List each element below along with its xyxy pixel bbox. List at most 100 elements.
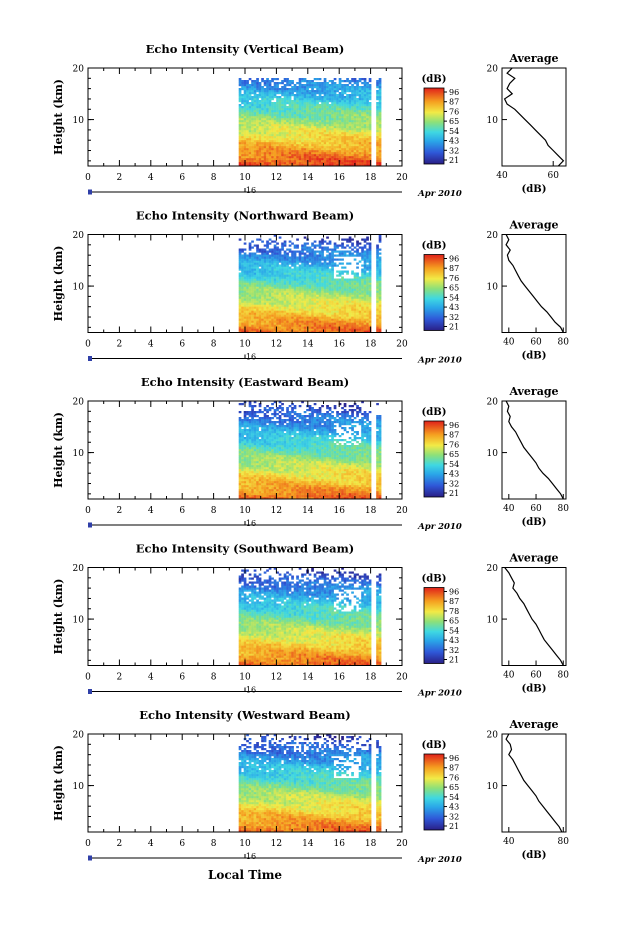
heatmap-cell <box>276 284 279 287</box>
heatmap-cell <box>241 278 244 281</box>
heatmap-cell <box>333 248 337 251</box>
heatmap-cell <box>363 98 367 101</box>
heatmap-cell <box>281 306 284 309</box>
heatmap-cell <box>336 106 339 109</box>
heatmap-cell <box>246 310 249 313</box>
heatmap-cell <box>261 290 264 293</box>
heatmap-cell <box>258 162 262 165</box>
heatmap-cell <box>291 276 294 279</box>
heatmap-cell <box>361 296 364 299</box>
heatmap-cell <box>246 146 249 149</box>
heatmap-cell <box>328 98 332 101</box>
heatmap-cell <box>348 154 352 157</box>
heatmap-cell <box>353 288 357 291</box>
heatmap-cell <box>323 304 327 307</box>
heatmap-cell <box>348 310 352 313</box>
heatmap-cell <box>258 156 262 159</box>
heatmap-cell <box>283 302 287 305</box>
heatmap-cell <box>351 138 354 141</box>
heatmap-cell <box>273 318 277 321</box>
heatmap-cell <box>331 154 334 157</box>
heatmap-cell <box>336 250 339 253</box>
heatmap-cell <box>311 296 314 299</box>
heatmap-cell <box>348 106 352 109</box>
heatmap-cell <box>353 322 357 325</box>
heatmap-cell <box>298 156 302 159</box>
heatmap-cell <box>311 302 314 305</box>
heatmap-cell <box>293 84 297 87</box>
heatmap-cell <box>368 278 372 281</box>
heatmap-cell <box>321 146 324 149</box>
heatmap-cell <box>263 130 267 133</box>
heatmap-cell <box>358 88 362 91</box>
heatmap-cell <box>316 296 319 299</box>
heatmap-cell <box>368 144 372 147</box>
heatmap-cell <box>346 280 349 283</box>
heatmap-cell <box>256 294 259 297</box>
heatmap-cell <box>278 88 282 91</box>
heatmap-cell <box>261 256 264 259</box>
heatmap-cell <box>338 86 342 89</box>
heatmap-cell <box>358 150 362 153</box>
heatmap-cell <box>271 92 274 95</box>
heatmap-cell <box>338 250 342 253</box>
heatmap-cell <box>361 326 364 329</box>
heatmap-cell <box>301 98 304 101</box>
heatmap-cell <box>326 266 329 269</box>
heatmap-cell <box>318 282 322 285</box>
heatmap-cell <box>273 284 277 287</box>
heatmap-cell <box>261 278 264 281</box>
heatmap-cell <box>316 156 319 159</box>
heatmap-cell <box>353 108 357 111</box>
heatmap-cell <box>353 126 357 129</box>
heatmap-cell <box>333 98 337 101</box>
heatmap-cell <box>306 100 309 103</box>
heatmap-cell <box>366 280 369 283</box>
heatmap-cell <box>341 154 344 157</box>
heatmap-cell <box>283 314 287 317</box>
colorbar-tick-label: 87 <box>449 264 459 273</box>
heatmap-cell <box>361 162 364 165</box>
heatmap-cell <box>326 298 329 301</box>
heatmap-cell <box>246 457 249 460</box>
heatmap-cell <box>243 300 247 303</box>
heatmap-cell <box>273 326 277 329</box>
heatmap-cell <box>313 148 317 151</box>
heatmap-cell <box>241 324 244 327</box>
heatmap-cell <box>353 286 357 289</box>
heatmap-cell <box>261 124 264 127</box>
heatmap-cell <box>368 86 372 89</box>
colorbar-tick-label: 76 <box>449 274 459 283</box>
heatmap-cell <box>301 292 304 295</box>
heatmap-cell <box>363 138 367 141</box>
heatmap-cell <box>311 268 314 271</box>
heatmap-cell <box>293 100 297 103</box>
heatmap-cell <box>368 96 372 99</box>
heatmap-cell <box>353 114 357 117</box>
heatmap-cell <box>243 282 247 285</box>
heatmap-cell <box>348 130 352 133</box>
heatmap-cell <box>256 328 259 331</box>
heatmap-cell <box>278 284 282 287</box>
heatmap-cell <box>328 142 332 145</box>
heatmap-cell <box>271 328 274 331</box>
heatmap-cell <box>306 284 309 287</box>
heatmap-cell <box>318 120 322 123</box>
heatmap-cell <box>338 302 342 305</box>
heatmap-cell <box>363 260 367 263</box>
heatmap-cell <box>266 276 269 279</box>
heatmap-cell <box>243 96 247 99</box>
heatmap-cell <box>356 322 359 325</box>
heatmap-cell <box>241 122 244 125</box>
heatmap-cell <box>351 92 354 95</box>
heatmap-cell <box>311 242 314 245</box>
heatmap-cell <box>301 272 304 275</box>
heatmap-cell <box>303 108 307 111</box>
heatmap-cell <box>271 282 274 285</box>
heatmap-cell <box>311 102 314 105</box>
heatmap-cell <box>263 116 267 119</box>
heatmap-cell <box>301 326 304 329</box>
heatmap-cell <box>248 126 252 129</box>
heatmap-cell <box>353 134 357 137</box>
heatmap-cell <box>348 326 352 329</box>
